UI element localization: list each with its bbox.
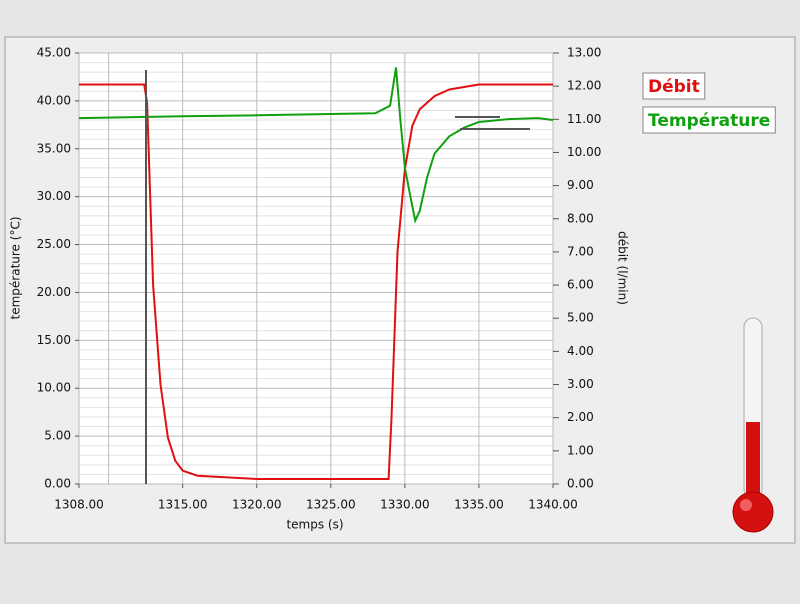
y-tick-label: 25.00 [37, 237, 71, 251]
y2-tick-label: 7.00 [567, 244, 594, 258]
y-tick-label: 45.00 [37, 46, 71, 60]
y2-tick-label: 6.00 [567, 278, 594, 292]
series-line [78, 67, 554, 224]
x-tick-label: 1315.00 [158, 498, 208, 512]
y2-tick-label: 1.00 [567, 443, 594, 457]
y-tick-label: 35.00 [37, 141, 71, 155]
y2-tick-label: 4.00 [567, 344, 594, 358]
y2-tick-label: 11.00 [567, 112, 601, 126]
y-tick-label: 5.00 [44, 429, 71, 443]
y2-tick-label: 13.00 [567, 46, 601, 60]
x-tick-label: 1320.00 [232, 498, 282, 512]
series-line [79, 83, 553, 480]
y2-tick-label: 8.00 [567, 211, 594, 225]
thermo-fill [746, 422, 760, 502]
legend-box [642, 72, 706, 100]
thermo-shine [740, 499, 752, 511]
x-tick-label: 1308.00 [54, 498, 104, 512]
thermo-bulb [732, 491, 774, 533]
x-tick-label: 1340.00 [528, 498, 578, 512]
y2-tick-label: 12.00 [567, 79, 601, 93]
legend-label: Température [648, 111, 770, 131]
y2-tick-label: 2.00 [567, 410, 594, 424]
x-axis-label: temps (s) [286, 518, 343, 532]
y2-tick-label: 10.00 [567, 145, 601, 159]
y2-tick-label: 3.00 [567, 377, 594, 391]
y-tick-label: 0.00 [44, 477, 71, 491]
y-tick-label: 20.00 [37, 285, 71, 299]
legend-label: Débit [648, 77, 700, 97]
x-tick-label: 1325.00 [306, 498, 356, 512]
y2-tick-label: 9.00 [567, 178, 594, 192]
y-tick-label: 40.00 [37, 93, 71, 107]
x-tick-label: 1335.00 [454, 498, 504, 512]
y2-tick-label: 0.00 [567, 477, 594, 491]
y-axis-label: température (°C) [9, 217, 23, 320]
y-tick-label: 10.00 [37, 381, 71, 395]
thermometer [732, 317, 774, 533]
legend-box [642, 106, 776, 134]
y2-tick-label: 5.00 [567, 311, 594, 325]
y2-axis-label: débit (l/min) [616, 231, 630, 305]
y-tick-label: 15.00 [37, 333, 71, 347]
x-tick-label: 1330.00 [380, 498, 430, 512]
y-tick-label: 30.00 [37, 189, 71, 203]
